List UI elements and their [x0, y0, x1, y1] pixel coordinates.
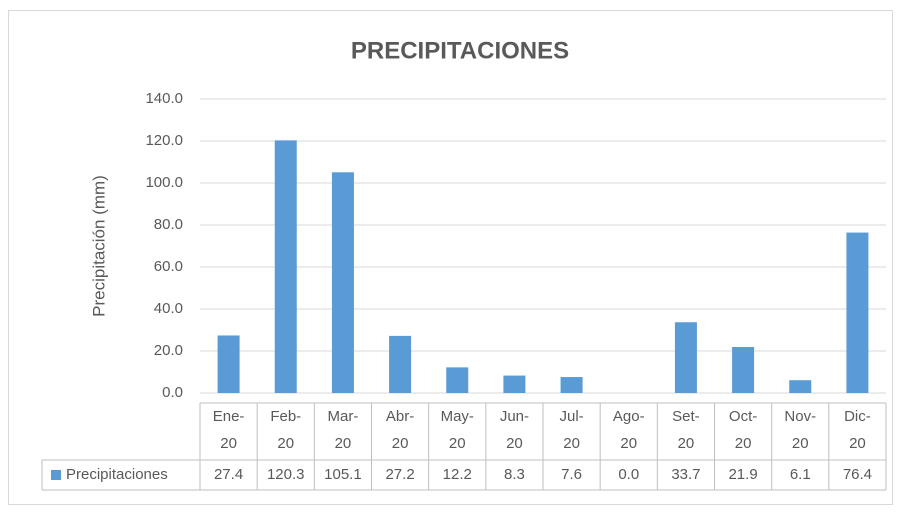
data-label: 8.3 — [504, 466, 525, 483]
data-label: 105.1 — [324, 466, 362, 483]
x-tick-label: Set-20 — [672, 408, 700, 452]
y-tick-label: 120.0 — [145, 132, 183, 149]
x-tick-label: Dic-20 — [844, 408, 871, 452]
chart-frame — [8, 10, 893, 505]
x-tick-label: Ene-20 — [213, 408, 245, 452]
x-tick-label: Ago-20 — [613, 408, 645, 452]
x-tick-label: Jul-20 — [559, 408, 583, 452]
bar — [732, 347, 755, 393]
bar — [331, 172, 354, 393]
x-tick-label: Oct-20 — [729, 408, 757, 452]
data-label: 6.1 — [790, 466, 811, 483]
data-label: 12.2 — [443, 466, 472, 483]
y-tick-label: 40.0 — [154, 300, 183, 317]
bar — [503, 375, 526, 393]
bar — [846, 232, 869, 393]
chart-title: PRECIPITACIONES — [351, 37, 569, 64]
y-axis-label: Precipitación (mm) — [89, 175, 108, 317]
bar — [560, 377, 583, 393]
x-tick-label: Jun-20 — [500, 408, 529, 452]
y-tick-label: 0.0 — [162, 384, 183, 401]
x-tick-label: Abr-20 — [386, 408, 414, 452]
data-label: 76.4 — [843, 466, 872, 483]
bar — [789, 380, 812, 393]
x-tick-label: Mar-20 — [328, 408, 359, 452]
data-label: 27.4 — [214, 466, 243, 483]
x-tick-label: Nov-20 — [784, 408, 816, 452]
data-label: 7.6 — [561, 466, 582, 483]
data-label: 120.3 — [267, 466, 305, 483]
y-tick-label: 20.0 — [154, 342, 183, 359]
y-tick-label: 100.0 — [145, 174, 183, 191]
data-label: 21.9 — [728, 466, 757, 483]
bar — [217, 335, 240, 393]
data-label: 33.7 — [671, 466, 700, 483]
bar — [446, 367, 469, 393]
x-tick-label: Feb-20 — [270, 408, 301, 452]
y-tick-label: 80.0 — [154, 216, 183, 233]
y-tick-label: 60.0 — [154, 258, 183, 275]
legend-label: Precipitaciones — [66, 466, 168, 483]
y-tick-label: 140.0 — [145, 90, 183, 107]
bar — [674, 322, 697, 393]
bar — [389, 335, 412, 393]
bar — [274, 140, 297, 393]
data-label: 27.2 — [385, 466, 414, 483]
legend-key — [51, 470, 61, 480]
data-label: 0.0 — [618, 466, 639, 483]
x-tick-label: May-20 — [441, 408, 474, 452]
